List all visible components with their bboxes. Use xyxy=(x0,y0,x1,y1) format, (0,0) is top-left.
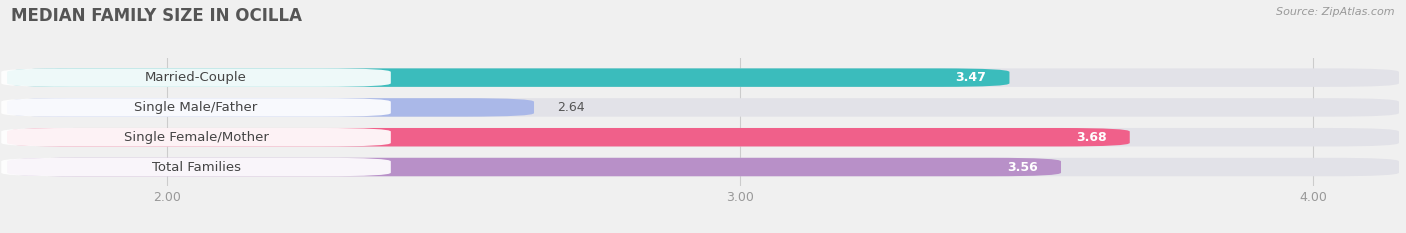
Text: 3.56: 3.56 xyxy=(1007,161,1038,174)
FancyBboxPatch shape xyxy=(1,68,391,87)
Text: Source: ZipAtlas.com: Source: ZipAtlas.com xyxy=(1277,7,1395,17)
Text: 2.64: 2.64 xyxy=(557,101,585,114)
FancyBboxPatch shape xyxy=(1,158,391,176)
Text: Married-Couple: Married-Couple xyxy=(145,71,247,84)
Text: 3.68: 3.68 xyxy=(1076,131,1107,144)
Text: Total Families: Total Families xyxy=(152,161,240,174)
FancyBboxPatch shape xyxy=(1,98,391,117)
FancyBboxPatch shape xyxy=(7,158,1399,176)
FancyBboxPatch shape xyxy=(7,68,1010,87)
Text: Single Male/Father: Single Male/Father xyxy=(135,101,257,114)
FancyBboxPatch shape xyxy=(7,128,1399,147)
Text: Single Female/Mother: Single Female/Mother xyxy=(124,131,269,144)
Text: MEDIAN FAMILY SIZE IN OCILLA: MEDIAN FAMILY SIZE IN OCILLA xyxy=(11,7,302,25)
FancyBboxPatch shape xyxy=(7,128,1130,147)
FancyBboxPatch shape xyxy=(1,128,391,147)
FancyBboxPatch shape xyxy=(7,98,534,117)
FancyBboxPatch shape xyxy=(7,158,1062,176)
Text: 3.47: 3.47 xyxy=(956,71,987,84)
FancyBboxPatch shape xyxy=(7,68,1399,87)
FancyBboxPatch shape xyxy=(7,98,1399,117)
